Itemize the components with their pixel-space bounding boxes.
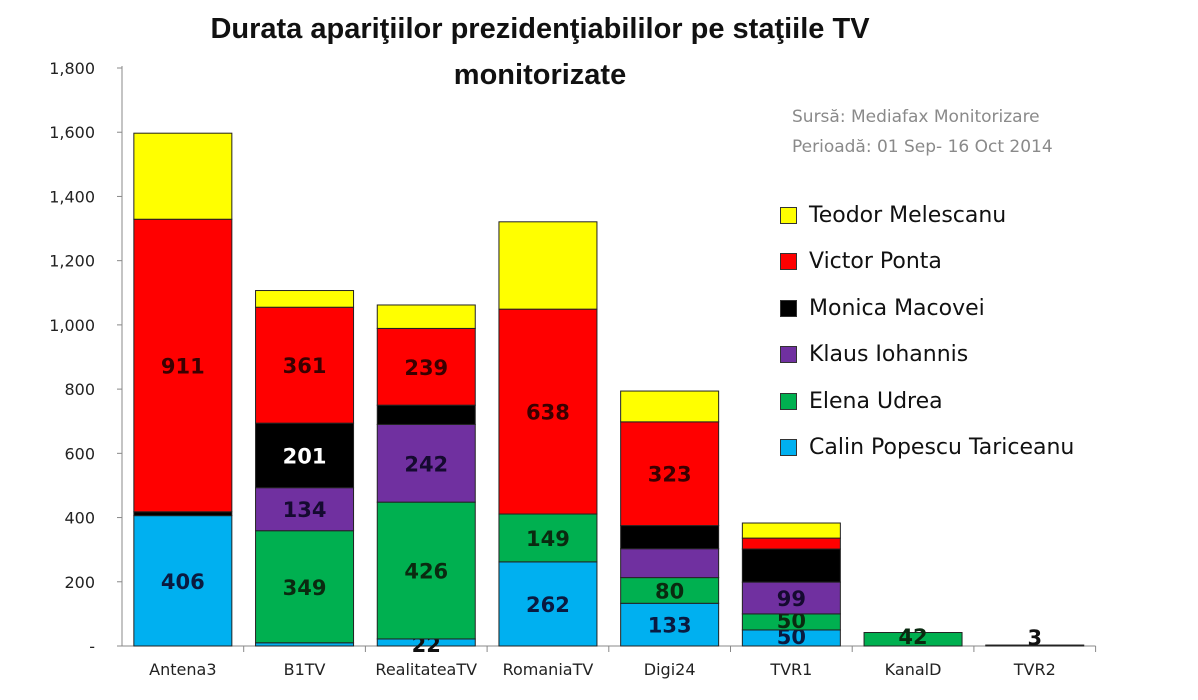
data-label: 426 <box>404 560 448 584</box>
legend-label: Calin Popescu Tariceanu <box>809 435 1075 461</box>
bar-segment <box>376 327 476 406</box>
bar-segment <box>255 422 355 489</box>
bar-segment <box>620 525 720 550</box>
x-tick-label: RealitateaTV <box>375 660 477 679</box>
y-tick-label: 1,400 <box>49 187 95 206</box>
legend-swatch <box>780 253 797 271</box>
data-label: 323 <box>648 463 692 487</box>
y-tick-label: 1,200 <box>49 252 95 271</box>
data-label: 911 <box>161 355 205 379</box>
y-tick-label: 1,800 <box>49 59 95 78</box>
legend-item: Teodor Melescanu <box>780 192 1074 239</box>
y-tick-label: 800 <box>64 380 95 399</box>
period-line: Perioadă: 01 Sep- 16 Oct 2014 <box>792 137 1053 157</box>
legend-item: Elena Udrea <box>780 378 1074 425</box>
bar-segment <box>133 511 233 517</box>
legend-swatch <box>780 206 797 224</box>
data-label: 42 <box>898 625 927 649</box>
y-tick-label: 1,600 <box>49 123 95 142</box>
x-tick-label: KanalD <box>885 660 942 679</box>
bar-segment <box>376 423 476 503</box>
bar-segment <box>620 390 720 423</box>
data-label: 99 <box>777 587 806 611</box>
bar-segment <box>741 548 841 583</box>
data-label: 201 <box>283 444 327 468</box>
data-label: 349 <box>283 576 327 600</box>
bar-segment <box>133 515 233 647</box>
data-label: 133 <box>648 614 692 638</box>
data-label: 406 <box>161 570 205 594</box>
legend-item: Monica Macovei <box>780 285 1074 332</box>
data-label: 242 <box>404 452 448 476</box>
bar-segment <box>741 537 841 550</box>
y-tick-label: 200 <box>64 573 95 592</box>
bar-segment <box>620 602 720 647</box>
x-tick-label: TVR2 <box>1013 660 1056 679</box>
data-label: 638 <box>526 401 570 425</box>
data-label: 80 <box>655 579 684 603</box>
legend-swatch <box>780 439 797 457</box>
legend-label: Klaus Iohannis <box>809 342 969 368</box>
bar-segment <box>255 306 355 424</box>
bar-segment <box>376 501 476 640</box>
legend-item: Calin Popescu Tariceanu <box>780 425 1074 472</box>
bar-segment <box>620 421 720 527</box>
data-label: 134 <box>283 498 327 522</box>
bar-segment <box>620 548 720 579</box>
x-tick-label: B1TV <box>284 660 326 679</box>
bar-segment <box>498 513 598 563</box>
legend-item: Klaus Iohannis <box>780 332 1074 379</box>
bar-segment <box>376 404 476 425</box>
legend: Teodor Melescanu Victor Ponta Monica Macov… <box>780 192 1074 471</box>
x-tick-label: Digi24 <box>644 660 696 679</box>
y-tick-label: 600 <box>64 444 95 463</box>
legend-item: Victor Ponta <box>780 239 1074 286</box>
data-label: 262 <box>526 593 570 617</box>
legend-label: Elena Udrea <box>809 388 943 414</box>
legend-swatch <box>780 299 797 317</box>
bar-segment <box>741 581 841 615</box>
legend-swatch <box>780 392 797 410</box>
legend-label: Victor Ponta <box>809 249 942 275</box>
bar-segment <box>741 522 841 539</box>
bar-segment <box>985 644 1085 647</box>
legend-swatch <box>780 346 797 364</box>
y-tick-label: 1,000 <box>49 316 95 335</box>
bar-segment <box>133 132 233 220</box>
bar-segment <box>863 632 963 647</box>
data-label: 239 <box>404 356 448 380</box>
x-tick-label: TVR1 <box>769 660 812 679</box>
bar-segment <box>620 577 720 604</box>
source-note: Sursă: Mediafax Monitorizare Perioadă: 0… <box>792 102 1053 162</box>
x-tick-label: RomaniaTV <box>503 660 594 679</box>
legend-label: Monica Macovei <box>809 295 985 321</box>
chart-title: Durata apariţiilor prezidenţiabililor pe… <box>210 13 870 91</box>
data-label: 3 <box>1027 626 1042 650</box>
y-tick-label: 400 <box>64 509 95 528</box>
bar-segment <box>498 308 598 515</box>
y-tick-label: - <box>89 637 95 656</box>
data-label: 361 <box>283 354 327 378</box>
bar-segment <box>255 487 355 532</box>
legend-label: Teodor Melescanu <box>809 202 1007 228</box>
x-tick-label: Antena3 <box>149 660 216 679</box>
bar-segment <box>255 290 355 308</box>
data-label: 149 <box>526 527 570 551</box>
bar-segment <box>376 304 476 329</box>
source-line: Sursă: Mediafax Monitorizare <box>792 107 1040 127</box>
bar-segment <box>133 218 233 513</box>
bar-segment <box>498 221 598 310</box>
